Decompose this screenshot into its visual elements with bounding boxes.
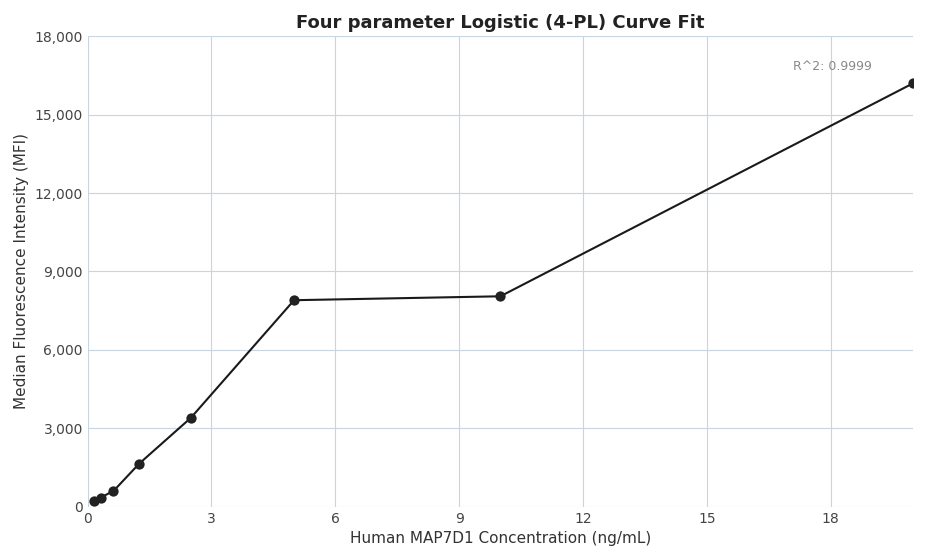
Point [132,459,146,468]
Point [94,493,108,502]
Point [106,487,121,496]
X-axis label: Human MAP7D1 Concentration (ng/mL): Human MAP7D1 Concentration (ng/mL) [349,531,651,546]
Text: R^2: 0.9999: R^2: 0.9999 [793,60,871,73]
Point [184,413,198,422]
Title: Four parameter Logistic (4-PL) Curve Fit: Four parameter Logistic (4-PL) Curve Fit [296,14,705,32]
Point [906,79,921,88]
Point [87,497,102,506]
Point [286,296,301,305]
Y-axis label: Median Fluorescence Intensity (MFI): Median Fluorescence Intensity (MFI) [14,133,29,409]
Point [493,292,508,301]
